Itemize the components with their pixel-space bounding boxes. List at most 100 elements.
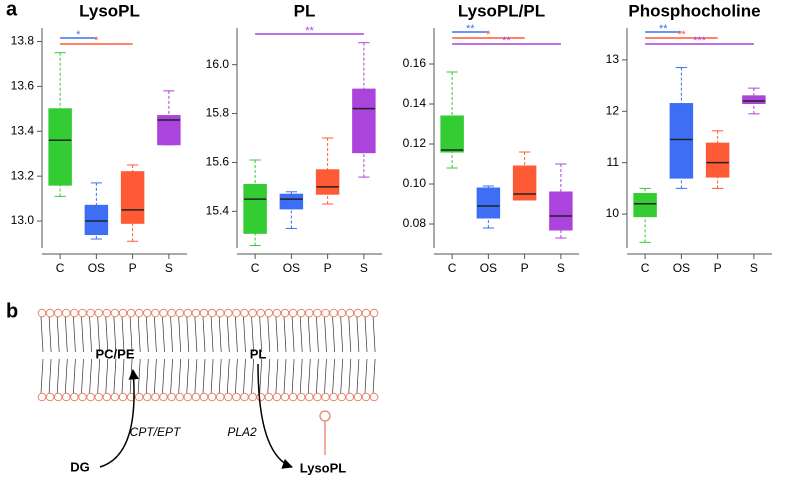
y-tick-label: 11 bbox=[607, 155, 620, 169]
lipid-tail bbox=[81, 358, 84, 394]
lipid-tail bbox=[299, 358, 303, 394]
y-tick-label: 13.8 bbox=[11, 34, 35, 48]
lipid-head bbox=[207, 308, 217, 318]
lipid-head bbox=[240, 392, 249, 402]
lipid-tail bbox=[299, 316, 303, 353]
lipid-tail bbox=[251, 358, 254, 394]
lipid-head bbox=[264, 392, 274, 402]
lipid-head bbox=[118, 308, 128, 318]
molecule-label: DG bbox=[70, 459, 90, 474]
lipid-tail bbox=[97, 316, 101, 353]
lipid-head bbox=[345, 392, 355, 402]
significance-label: ** bbox=[677, 29, 686, 41]
box bbox=[84, 204, 109, 236]
significance-label: ** bbox=[466, 23, 475, 35]
lipid-head bbox=[53, 392, 63, 402]
lipid-head bbox=[183, 392, 193, 402]
y-tick-label: 13.6 bbox=[11, 79, 35, 93]
significance-label: * bbox=[76, 29, 81, 41]
lipid-head bbox=[240, 308, 249, 318]
lipid-head bbox=[296, 392, 306, 402]
x-tick-label: C bbox=[641, 261, 650, 275]
x-tick-label: P bbox=[521, 261, 529, 275]
lipid-tail bbox=[202, 316, 206, 353]
x-tick-label: C bbox=[448, 261, 457, 275]
molecule-label: PL bbox=[250, 346, 267, 361]
lipid-head bbox=[272, 308, 282, 318]
lipid-head bbox=[224, 392, 233, 402]
enzyme-label: CPT/EPT bbox=[130, 425, 182, 439]
lipid-head bbox=[102, 308, 112, 318]
lipid-tail bbox=[162, 358, 165, 394]
box bbox=[742, 95, 766, 105]
lipid-head bbox=[37, 308, 47, 318]
lipid-tail bbox=[145, 358, 149, 394]
x-tick-label: S bbox=[557, 261, 565, 275]
lipid-tail bbox=[113, 358, 117, 394]
box bbox=[243, 183, 267, 234]
significance-label: * bbox=[94, 35, 99, 47]
lipid-tail bbox=[243, 316, 246, 353]
lipid-tail bbox=[64, 358, 68, 394]
lipid-tail bbox=[364, 316, 368, 353]
lipid-tail bbox=[137, 316, 141, 353]
lipid-tail bbox=[218, 316, 222, 353]
lipid-head bbox=[134, 392, 144, 402]
lipid-tail bbox=[364, 358, 368, 394]
lipid-tail bbox=[235, 358, 238, 394]
lipid-tail bbox=[324, 358, 327, 394]
lipid-tail bbox=[340, 316, 344, 353]
lipid-tail bbox=[291, 358, 295, 394]
y-tick-label: 13.4 bbox=[11, 123, 35, 137]
lipid-head bbox=[224, 308, 233, 318]
molecule-label: PC/PE bbox=[95, 346, 134, 361]
y-tick-label: 16.0 bbox=[206, 57, 230, 71]
lipid-head bbox=[62, 392, 71, 402]
lipid-head bbox=[272, 392, 282, 402]
arrow bbox=[99, 368, 140, 468]
box bbox=[549, 191, 573, 231]
lipid-tail bbox=[283, 316, 287, 353]
lipid-tail bbox=[129, 358, 133, 394]
lipid-head bbox=[143, 308, 152, 318]
lipid-tail bbox=[186, 316, 190, 353]
lipid-tail bbox=[89, 316, 92, 353]
lipid-tail bbox=[40, 316, 44, 353]
lipid-tail bbox=[210, 316, 214, 353]
membrane bbox=[37, 308, 379, 402]
lipid-tail bbox=[275, 358, 279, 394]
lipid-tail bbox=[243, 358, 246, 394]
lipid-head bbox=[215, 308, 225, 318]
lipid-tail bbox=[210, 358, 214, 394]
lipid-tail bbox=[372, 316, 376, 353]
lipid-head bbox=[70, 308, 79, 318]
lipid-head bbox=[191, 392, 201, 402]
lipid-head bbox=[45, 392, 55, 402]
lipid-head bbox=[126, 308, 136, 318]
significance-label: *** bbox=[693, 35, 707, 47]
box bbox=[352, 88, 376, 154]
lipid-tail bbox=[307, 316, 311, 353]
lipid-tail bbox=[356, 316, 360, 353]
x-tick-label: S bbox=[360, 261, 368, 275]
lipid-tail bbox=[162, 316, 165, 353]
lipid-tail bbox=[113, 316, 117, 353]
lipid-head bbox=[288, 392, 298, 402]
lipid-head bbox=[321, 392, 330, 402]
lipid-head bbox=[248, 308, 257, 318]
lipid-tail bbox=[316, 316, 319, 353]
lipid-head bbox=[151, 392, 160, 402]
lipid-tail bbox=[194, 358, 198, 394]
lipid-head bbox=[313, 392, 322, 402]
lipid-head bbox=[110, 392, 120, 402]
lipid-tail bbox=[194, 316, 198, 353]
chart-title: PL bbox=[294, 1, 316, 20]
lipid-head bbox=[86, 392, 95, 402]
box bbox=[476, 187, 501, 219]
lipid-head bbox=[353, 308, 363, 318]
lipid-tail bbox=[324, 316, 327, 353]
lipid-head bbox=[369, 392, 379, 402]
chart-title: Phosphocholine bbox=[628, 1, 760, 20]
lipid-head bbox=[256, 308, 266, 318]
